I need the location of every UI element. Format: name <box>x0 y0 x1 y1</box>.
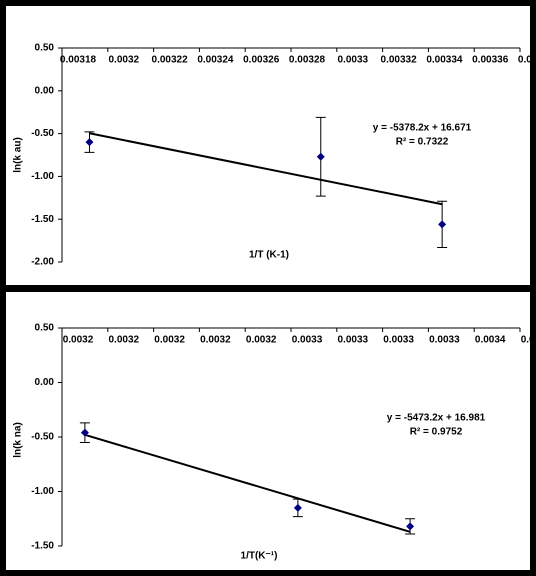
x-tick-label: 0.00324 <box>197 55 234 66</box>
x-tick-label: 0.0033 <box>429 335 460 346</box>
x-tick-label: 0.0032 <box>109 55 140 66</box>
x-axis-label: 1/T(K⁻¹) <box>241 551 278 562</box>
x-tick-label: 0.0032 <box>200 335 231 346</box>
panel <box>6 6 530 285</box>
trendline <box>89 132 443 206</box>
x-tick-label: 0.0032 <box>246 335 277 346</box>
y-tick-label: -1.00 <box>31 486 54 497</box>
r-squared: R² = 0.9752 <box>410 427 463 438</box>
trendline <box>84 433 411 533</box>
point <box>316 152 325 161</box>
x-tick-label: 0.0033 <box>292 335 323 346</box>
y-tick-label: 0.00 <box>35 85 55 96</box>
y-axis-label: ln(k au) <box>13 137 24 173</box>
y-axis-label: ln(k na) <box>13 422 24 458</box>
y-tick-label: -1.50 <box>31 541 54 552</box>
point <box>438 220 447 229</box>
trend-equation: y = -5378.2x + 16.671 <box>373 123 472 134</box>
y-tick-label: -0.50 <box>31 432 54 443</box>
x-tick-label: 0.0034 <box>475 335 506 346</box>
y-tick-label: 0.50 <box>35 43 55 54</box>
y-tick-label: -1.00 <box>31 171 54 182</box>
x-axis-label: 1/T (K-1) <box>249 250 289 261</box>
trend-equation: y = -5473.2x + 16.981 <box>387 413 486 424</box>
y-tick-label: -2.00 <box>31 257 54 268</box>
x-tick-label: 0.00318 <box>60 55 97 66</box>
x-tick-label: 0.00334 <box>426 55 463 66</box>
point <box>85 138 94 147</box>
y-tick-label: 0.50 <box>35 323 55 334</box>
y-tick-label: -0.50 <box>31 128 54 139</box>
x-tick-label: 0.00322 <box>152 55 189 66</box>
x-tick-label: 0.00326 <box>243 55 280 66</box>
panel <box>6 292 530 570</box>
x-tick-label: 0.0032 <box>63 335 94 346</box>
x-tick-label: 0.00338 <box>518 55 536 66</box>
x-tick-label: 0.0033 <box>338 55 369 66</box>
point <box>293 503 302 512</box>
x-tick-label: 0.0032 <box>109 335 140 346</box>
point <box>80 428 89 437</box>
x-tick-label: 0.0034 <box>521 335 536 346</box>
r-squared: R² = 0.7322 <box>396 137 449 148</box>
y-tick-label: -1.50 <box>31 214 54 225</box>
x-tick-label: 0.00332 <box>381 55 418 66</box>
x-tick-label: 0.0033 <box>338 335 369 346</box>
point <box>406 522 415 531</box>
x-tick-label: 0.0032 <box>154 335 185 346</box>
y-tick-label: 0.00 <box>35 377 55 388</box>
x-tick-label: 0.00336 <box>472 55 509 66</box>
x-tick-label: 0.0033 <box>383 335 414 346</box>
x-tick-label: 0.00328 <box>289 55 326 66</box>
